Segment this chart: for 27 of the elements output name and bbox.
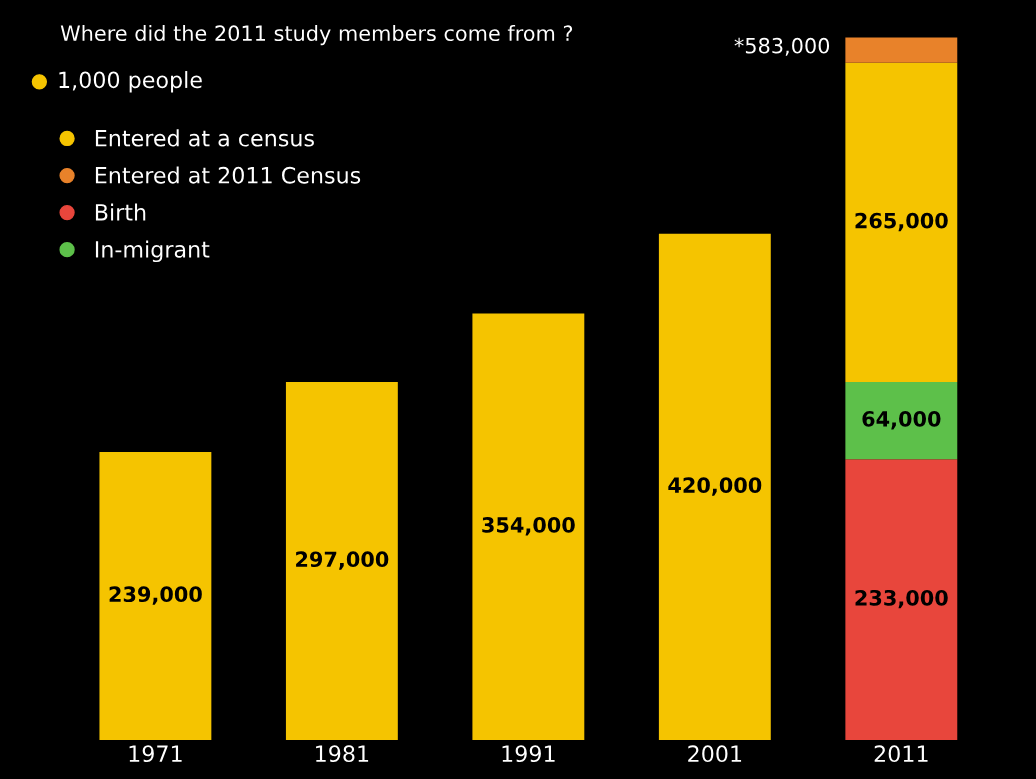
x-tick-label: 1991: [502, 745, 555, 763]
legend-label: Entered at 2011 Census: [95, 166, 361, 184]
bar: [285, 382, 398, 741]
x-tick-label: 1981: [316, 745, 369, 763]
x-tick-label: 2001: [688, 745, 742, 763]
data-label: 233,000: [855, 589, 948, 609]
data-label: 354,000: [482, 517, 575, 536]
legend-label: In-migrant: [95, 240, 210, 263]
x-tick-label: 2011: [874, 745, 928, 763]
data-label: 64,000: [862, 410, 941, 430]
data-label: 265,000: [855, 212, 948, 232]
total-label: *583,000: [734, 37, 830, 56]
annotation: 1,000 people: [59, 71, 202, 93]
bar: [845, 62, 958, 383]
bar: [845, 382, 958, 460]
bar: [845, 459, 958, 741]
bar: [845, 37, 958, 63]
legend-label: Entered at a census: [95, 129, 314, 147]
bar: [99, 452, 212, 741]
data-label: 297,000: [296, 551, 389, 570]
x-tick-label: 1971: [129, 745, 182, 763]
bar: [472, 313, 585, 741]
chart-title: Where did the 2011 study members come from ?: [60, 24, 573, 46]
data-label: 239,000: [109, 586, 202, 605]
bar: [658, 233, 771, 741]
data-label: 420,000: [668, 477, 762, 496]
legend-label: Birth: [95, 203, 146, 221]
